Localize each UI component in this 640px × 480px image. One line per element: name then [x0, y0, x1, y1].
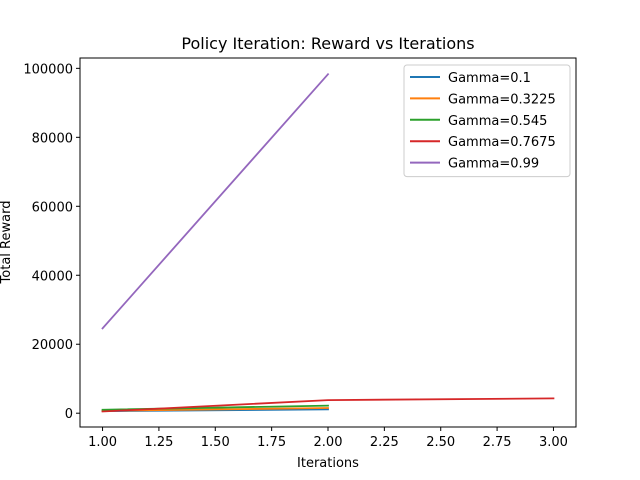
legend-label-1: Gamma=0.1 [448, 71, 531, 86]
y-tick-label: 60000 [32, 200, 73, 215]
x-tick-label: 2.25 [370, 435, 399, 450]
axes-layer: 1.00 1.25 1.50 1.75 2.00 2.25 2.50 2.75 3.00 0 200… [23, 57, 577, 450]
y-tick-label: 20000 [32, 338, 73, 353]
x-tick-label: 2.75 [483, 435, 512, 450]
legend: Gamma=0.1 Gamma=0.3225 Gamma=0.545 Gamma=0.… [403, 64, 571, 178]
y-tick-label: 80000 [32, 131, 73, 146]
y-tick-label: 0 [65, 407, 73, 422]
chart-title: Policy Iteration: Reward vs Iterations [181, 34, 474, 53]
legend-label-3: Gamma=0.545 [448, 114, 547, 129]
legend-label-4: Gamma=0.7675 [448, 135, 556, 150]
x-tick-label: 1.75 [257, 435, 286, 450]
legend-label-2: Gamma=0.3225 [448, 92, 556, 107]
legend-label-5: Gamma=0.99 [448, 157, 539, 172]
x-tick-label: 2.50 [426, 435, 455, 450]
y-tick-label: 40000 [32, 269, 73, 284]
x-axis-title: Iterations [297, 456, 359, 471]
series-line-4 [101, 397, 555, 413]
x-tick-label: 2.00 [314, 435, 343, 450]
x-tick-label: 1.50 [201, 435, 230, 450]
series-line-5 [101, 72, 330, 330]
y-tick-label: 100000 [23, 62, 73, 77]
series-layer [101, 72, 555, 413]
x-tick-label: 3.00 [539, 435, 568, 450]
legend-box [403, 64, 571, 178]
x-tick-label: 1.25 [144, 435, 173, 450]
x-tick-label: 1.00 [88, 435, 117, 450]
y-axis-title: Total Reward [0, 201, 14, 285]
